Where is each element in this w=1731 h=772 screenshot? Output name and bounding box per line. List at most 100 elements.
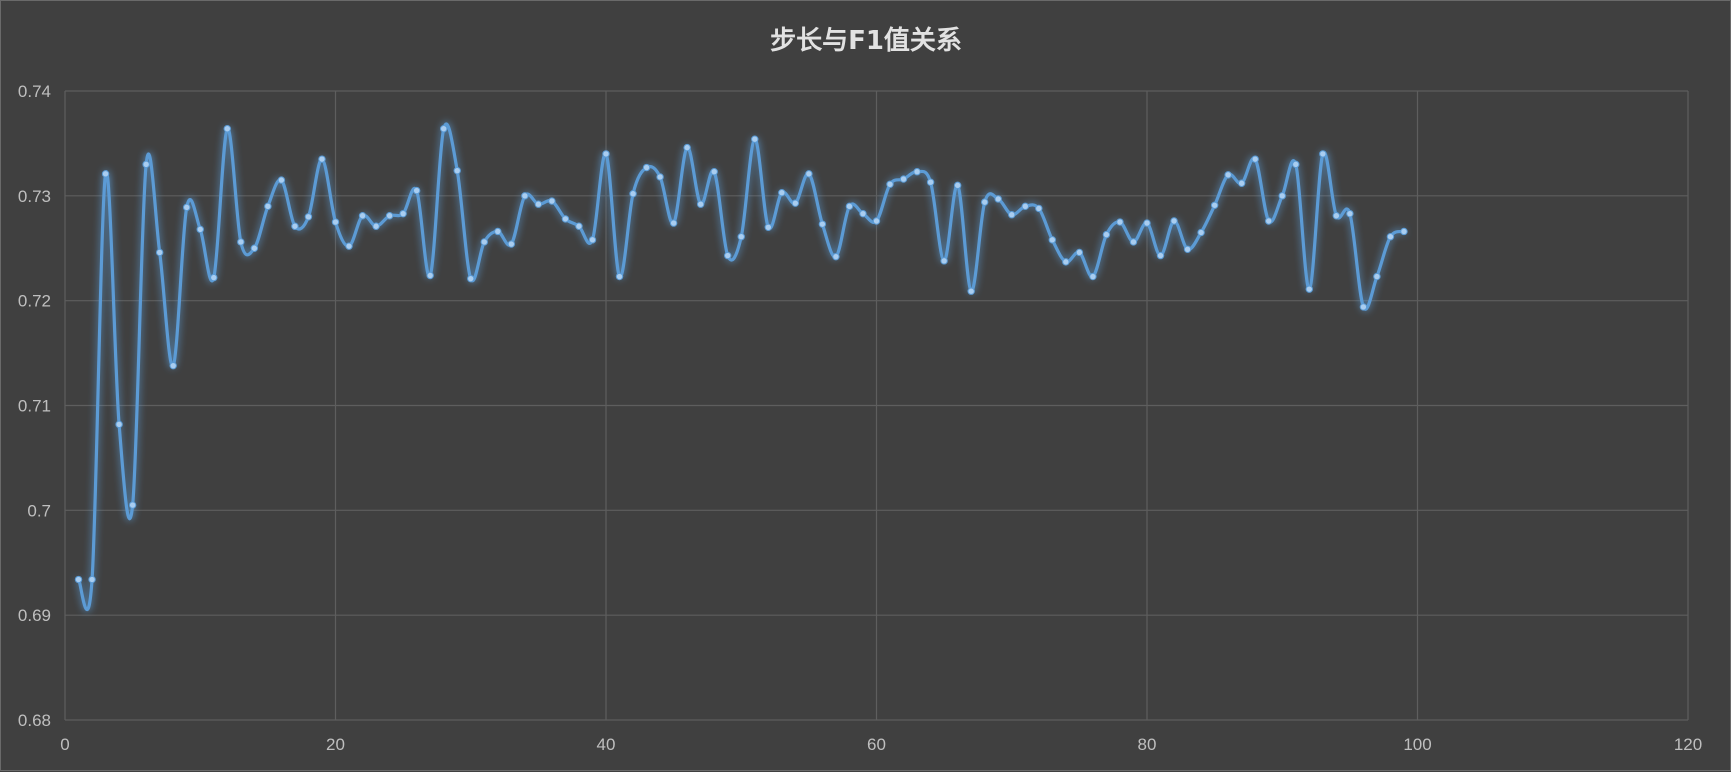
y-tick-label: 0.72	[18, 292, 51, 311]
data-point	[1224, 171, 1232, 179]
data-point	[521, 192, 529, 200]
data-point	[183, 203, 191, 212]
data-point	[1332, 212, 1341, 220]
x-axis-ticks: 0 20 40 60 80 100 120	[60, 735, 1702, 754]
data-point	[223, 125, 232, 133]
data-point	[1156, 251, 1165, 260]
data-point	[1305, 285, 1314, 293]
data-point	[656, 173, 664, 181]
data-point	[237, 238, 245, 246]
data-point	[1021, 202, 1029, 211]
data-point	[737, 233, 745, 241]
data-point	[372, 222, 380, 230]
data-point	[818, 220, 827, 228]
data-point	[399, 209, 407, 218]
data-point	[155, 248, 164, 257]
data-point	[751, 135, 759, 143]
data-point	[1048, 236, 1057, 244]
data-point	[926, 178, 935, 186]
data-point	[74, 575, 83, 584]
data-point	[210, 273, 218, 282]
data-point	[981, 198, 989, 206]
data-point	[1373, 272, 1381, 281]
y-tick-label: 0.74	[18, 82, 51, 101]
data-point	[615, 272, 624, 281]
data-point	[1008, 211, 1016, 219]
x-tick-label: 0	[60, 735, 69, 754]
data-point	[561, 215, 570, 223]
data-point	[791, 199, 800, 207]
data-point	[1197, 228, 1205, 237]
data-point	[588, 236, 597, 244]
data-point	[1116, 218, 1124, 226]
data-point	[1278, 192, 1286, 200]
data-point	[1183, 245, 1192, 254]
data-point	[304, 213, 313, 221]
data-point	[385, 212, 394, 220]
data-point	[196, 225, 204, 234]
data-point	[994, 195, 1002, 203]
data-point	[128, 501, 137, 509]
data-point	[412, 186, 421, 195]
data-point	[331, 218, 340, 226]
data-point	[683, 143, 691, 152]
data-point	[724, 251, 732, 260]
data-point	[845, 202, 854, 211]
data-point	[277, 176, 286, 184]
data-point	[534, 200, 543, 208]
x-tick-label: 100	[1403, 735, 1431, 754]
data-point	[1346, 209, 1354, 218]
data-point	[872, 217, 881, 225]
y-tick-label: 0.73	[18, 187, 51, 206]
y-tick-label: 0.71	[18, 397, 51, 416]
data-point	[1062, 258, 1070, 266]
y-tick-label: 0.7	[27, 501, 51, 520]
data-point	[967, 287, 975, 295]
data-point	[1035, 204, 1043, 213]
data-point	[358, 212, 367, 220]
data-point	[440, 125, 448, 133]
data-point	[805, 170, 813, 178]
data-point	[1210, 201, 1219, 209]
x-tick-label: 80	[1138, 735, 1157, 754]
data-point	[953, 181, 962, 190]
data-point	[1400, 227, 1408, 236]
data-point	[669, 219, 678, 227]
series-layer	[74, 122, 1408, 612]
data-point	[494, 227, 502, 236]
data-point	[1359, 303, 1368, 311]
data-point	[1386, 233, 1395, 241]
data-point	[1237, 179, 1246, 187]
data-point	[426, 271, 434, 280]
data-point	[345, 242, 353, 250]
data-point	[264, 202, 272, 211]
data-point	[1129, 238, 1138, 246]
gridlines	[64, 90, 1689, 721]
chart-title: 步长与F1值关系	[770, 25, 962, 56]
data-point	[1102, 230, 1111, 239]
data-point	[859, 209, 867, 218]
data-point	[778, 188, 786, 197]
data-point	[115, 420, 123, 429]
data-point	[1143, 219, 1151, 227]
data-point	[1075, 248, 1084, 257]
data-point	[467, 274, 475, 283]
data-point	[1319, 150, 1327, 158]
data-point	[710, 168, 718, 176]
data-point	[318, 155, 326, 163]
data-point	[250, 244, 259, 252]
data-point	[886, 180, 894, 189]
y-tick-label: 0.69	[18, 606, 51, 625]
data-point	[453, 166, 461, 175]
data-point	[764, 223, 772, 231]
data-point	[629, 190, 637, 198]
data-point	[1170, 217, 1178, 225]
data-point	[913, 168, 921, 176]
data-point	[1089, 272, 1097, 281]
y-axis-ticks: 0.68 0.69 0.7 0.71 0.72 0.73 0.74	[18, 82, 51, 730]
data-point	[696, 200, 705, 208]
data-point	[88, 575, 96, 584]
data-point	[940, 257, 948, 265]
